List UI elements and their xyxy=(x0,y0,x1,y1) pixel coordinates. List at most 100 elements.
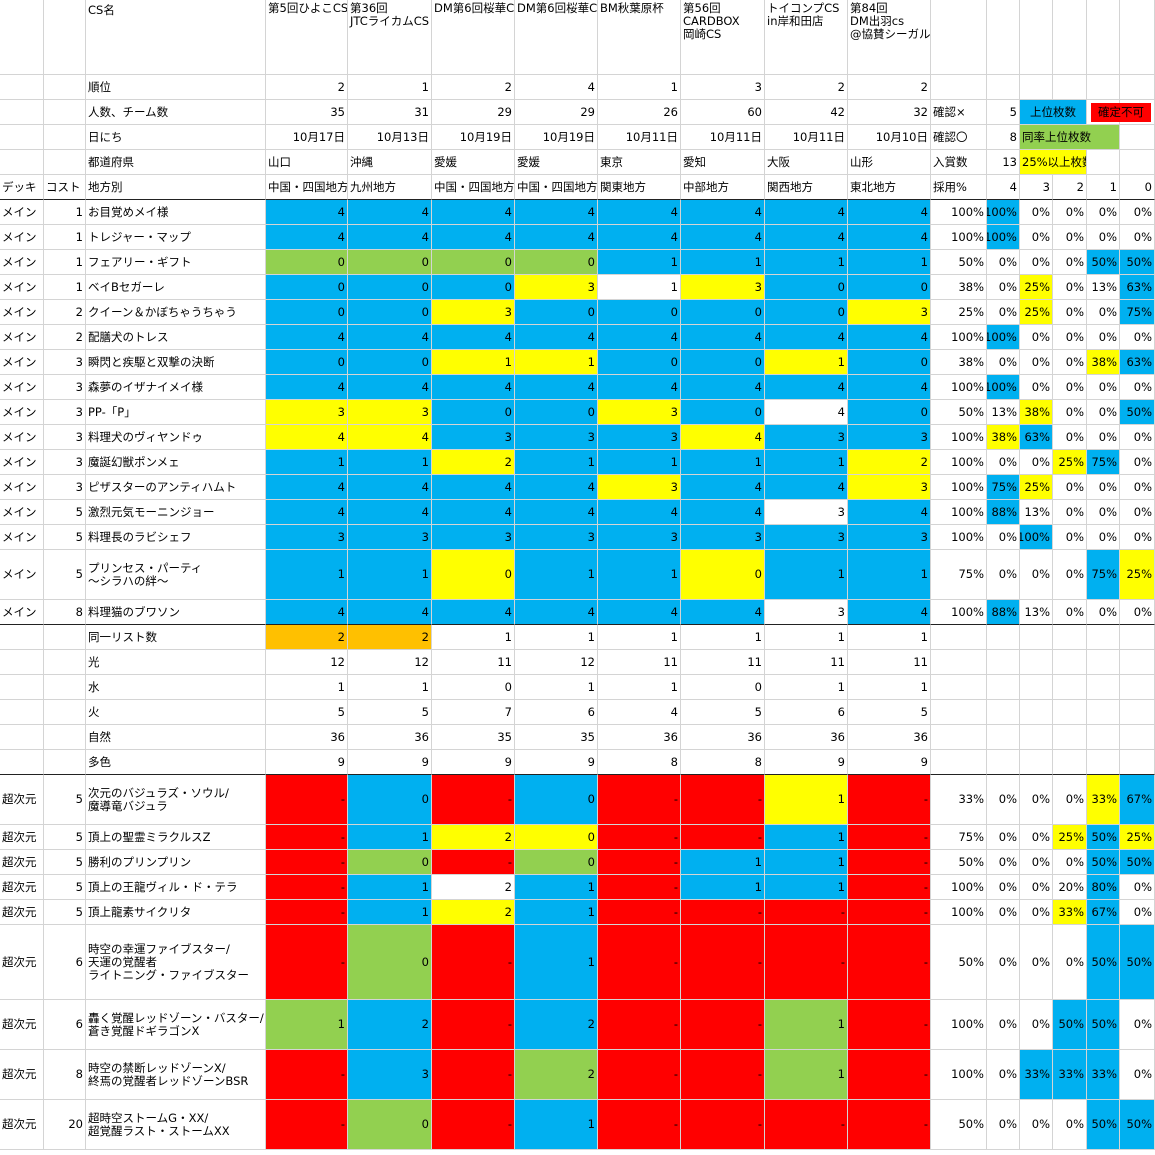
blank-cell[interactable] xyxy=(1087,750,1120,775)
card-count[interactable]: 4 xyxy=(681,200,765,225)
stat-value[interactable]: 5 xyxy=(848,700,931,725)
card-count[interactable]: 0 xyxy=(348,850,432,875)
blank-cell[interactable] xyxy=(1087,725,1120,750)
count-percent[interactable]: 0% xyxy=(987,900,1020,925)
card-count[interactable]: 4 xyxy=(432,225,515,250)
card-count[interactable]: - xyxy=(266,825,348,850)
card-count[interactable]: 4 xyxy=(348,600,432,625)
stat-value[interactable]: 1 xyxy=(432,625,515,650)
count-percent[interactable]: 100% xyxy=(1020,525,1053,550)
count-percent[interactable]: 0% xyxy=(1087,425,1120,450)
card-name[interactable]: 激烈元気モーニンジョー xyxy=(86,500,266,525)
adoption-rate[interactable]: 100% xyxy=(931,225,987,250)
blank-cell[interactable] xyxy=(931,700,987,725)
card-count[interactable]: - xyxy=(848,1050,931,1100)
blank-cell[interactable] xyxy=(1053,725,1087,750)
legend-tie-count[interactable]: 同率上位枚数 xyxy=(1020,125,1120,150)
card-count[interactable]: 1 xyxy=(765,850,848,875)
count-percent[interactable]: 0% xyxy=(987,775,1020,825)
card-count[interactable]: 0 xyxy=(348,1100,432,1150)
card-count[interactable]: 4 xyxy=(598,500,681,525)
blank-cell[interactable] xyxy=(1120,650,1155,675)
card-count[interactable]: 3 xyxy=(432,525,515,550)
count-percent[interactable]: 67% xyxy=(1087,900,1120,925)
card-count[interactable]: 4 xyxy=(848,375,931,400)
tournament-name[interactable]: 第5回ひよこCS xyxy=(266,0,348,75)
deck-type[interactable]: 超次元 xyxy=(0,900,44,925)
stat-value[interactable]: 9 xyxy=(348,750,432,775)
card-cost[interactable]: 20 xyxy=(44,1100,86,1150)
card-count[interactable]: - xyxy=(848,1100,931,1150)
card-count[interactable]: 0 xyxy=(848,350,931,375)
count-percent[interactable]: 0% xyxy=(987,850,1020,875)
info-value[interactable]: 中国・四国地方 xyxy=(266,175,348,200)
card-count[interactable]: 4 xyxy=(515,500,598,525)
count-percent[interactable]: 0% xyxy=(987,275,1020,300)
card-count[interactable]: 1 xyxy=(765,1050,848,1100)
card-count[interactable]: - xyxy=(598,875,681,900)
deck-type[interactable]: 超次元 xyxy=(0,875,44,900)
card-name[interactable]: 料理猫のブワソン xyxy=(86,600,266,625)
card-count[interactable]: 4 xyxy=(266,375,348,400)
card-count[interactable]: 0 xyxy=(266,350,348,375)
count-percent[interactable]: 0% xyxy=(987,525,1020,550)
card-count[interactable]: 3 xyxy=(765,525,848,550)
card-count[interactable]: 3 xyxy=(515,425,598,450)
count-percent[interactable]: 38% xyxy=(1087,350,1120,375)
blank-cell[interactable] xyxy=(1053,75,1087,100)
blank-cell[interactable] xyxy=(0,100,44,125)
info-value[interactable]: 26 xyxy=(598,100,681,125)
winners-value[interactable]: 13 xyxy=(987,150,1020,175)
stat-value[interactable]: 4 xyxy=(598,700,681,725)
card-cost[interactable]: 1 xyxy=(44,275,86,300)
stat-value[interactable]: 9 xyxy=(765,750,848,775)
stat-value[interactable]: 12 xyxy=(348,650,432,675)
adoption-rate[interactable]: 100% xyxy=(931,325,987,350)
info-value[interactable]: 東北地方 xyxy=(848,175,931,200)
card-count[interactable]: 4 xyxy=(681,225,765,250)
card-count[interactable]: 2 xyxy=(515,1000,598,1050)
count-percent[interactable]: 0% xyxy=(1053,925,1087,1000)
stat-value[interactable]: 35 xyxy=(515,725,598,750)
card-count[interactable]: - xyxy=(432,1000,515,1050)
count-percent[interactable]: 0% xyxy=(1053,250,1087,275)
card-count[interactable]: 1 xyxy=(515,450,598,475)
count-percent[interactable]: 0% xyxy=(1020,200,1053,225)
count-header[interactable]: 1 xyxy=(1087,175,1120,200)
blank-cell[interactable] xyxy=(0,650,44,675)
count-percent[interactable]: 33% xyxy=(1020,1050,1053,1100)
blank-cell[interactable] xyxy=(44,75,86,100)
info-value[interactable]: 愛知 xyxy=(681,150,765,175)
card-count[interactable]: 3 xyxy=(848,425,931,450)
card-count[interactable]: - xyxy=(765,925,848,1000)
count-percent[interactable]: 50% xyxy=(1120,1100,1155,1150)
card-count[interactable]: 1 xyxy=(515,550,598,600)
card-count[interactable]: 4 xyxy=(765,200,848,225)
deck-type[interactable]: メイン xyxy=(0,475,44,500)
stat-value[interactable]: 2 xyxy=(266,625,348,650)
stat-value[interactable]: 6 xyxy=(515,700,598,725)
info-label[interactable]: 都道府県 xyxy=(86,150,266,175)
card-count[interactable]: 4 xyxy=(348,475,432,500)
blank-cell[interactable] xyxy=(1053,650,1087,675)
adoption-rate[interactable]: 100% xyxy=(931,475,987,500)
count-percent[interactable]: 0% xyxy=(1087,225,1120,250)
card-count[interactable]: 4 xyxy=(515,200,598,225)
card-count[interactable]: 4 xyxy=(266,475,348,500)
info-value[interactable]: 2 xyxy=(266,75,348,100)
stat-value[interactable]: 1 xyxy=(765,675,848,700)
stat-value[interactable]: 1 xyxy=(515,675,598,700)
count-percent[interactable]: 13% xyxy=(1020,500,1053,525)
card-count[interactable]: 0 xyxy=(765,300,848,325)
card-count[interactable]: 3 xyxy=(598,475,681,500)
card-cost[interactable]: 8 xyxy=(44,1050,86,1100)
blank-cell[interactable] xyxy=(1053,750,1087,775)
confirm-x-label[interactable]: 確認× xyxy=(931,100,987,125)
count-percent[interactable]: 50% xyxy=(1120,925,1155,1000)
count-percent[interactable]: 0% xyxy=(1020,850,1053,875)
count-percent[interactable]: 0% xyxy=(1053,425,1087,450)
card-count[interactable]: 1 xyxy=(765,1000,848,1050)
blank-cell[interactable] xyxy=(1120,750,1155,775)
count-percent[interactable]: 0% xyxy=(1087,475,1120,500)
card-count[interactable]: 1 xyxy=(515,350,598,375)
